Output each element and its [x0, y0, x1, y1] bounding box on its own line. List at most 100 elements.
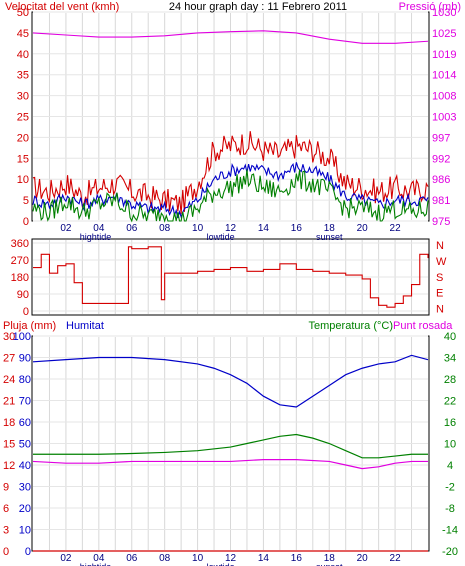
- x-tick: 12: [225, 223, 237, 234]
- y-tick-rain: 12: [3, 460, 15, 472]
- y-tick-humidity: 20: [19, 503, 31, 515]
- x-tick: 06: [126, 553, 138, 564]
- chart-title: 24 hour graph day : 11 Febrero 2011: [169, 1, 347, 13]
- y-tick-left: 15: [17, 153, 29, 165]
- annotation-hightide: hightide: [80, 562, 112, 566]
- y-tick-temperature: 4: [447, 460, 453, 472]
- x-tick: 20: [357, 223, 369, 234]
- x-tick: 04: [93, 553, 105, 564]
- x-tick: 06: [126, 223, 138, 234]
- y-tick-temperature: -2: [445, 482, 455, 494]
- y-tick-temperature: 16: [444, 417, 456, 429]
- y-tick-temperature: 10: [444, 439, 456, 451]
- annotation-sunset: sunset: [316, 232, 343, 242]
- x-tick: 14: [258, 553, 270, 564]
- y-tick-rain: 3: [3, 525, 9, 537]
- y-tick-left: 40: [17, 49, 29, 61]
- wind-min-line: [32, 169, 429, 223]
- annotation-sunset: sunset: [316, 562, 343, 566]
- y-tick-rain: 15: [3, 439, 15, 451]
- y-tick-humidity: 60: [19, 417, 31, 429]
- y-tick-left: 90: [17, 289, 29, 301]
- y-tick-rain: 27: [3, 353, 15, 365]
- x-tick: 18: [324, 223, 336, 234]
- y-tick-left: 0: [23, 216, 29, 228]
- y-axis-label-rain: Pluja (mm): [3, 320, 56, 332]
- y-tick-right: 1014: [432, 70, 456, 82]
- y-tick-temperature: 40: [444, 331, 456, 343]
- y-tick-left: 35: [17, 70, 29, 82]
- x-tick: 22: [390, 223, 402, 234]
- x-tick: 18: [324, 553, 336, 564]
- x-tick: 12: [225, 553, 237, 564]
- x-tick: 22: [390, 553, 402, 564]
- y-tick-left: 360: [11, 238, 29, 250]
- annotation-hightide: hightide: [80, 232, 112, 242]
- y-tick-left: 30: [17, 91, 29, 103]
- wind-direction-line: [33, 246, 429, 308]
- y-tick-left: 5: [23, 195, 29, 207]
- x-tick: 08: [159, 223, 171, 234]
- y-axis-label-temperature: Temperatura (°C): [309, 320, 393, 332]
- x-tick: 16: [291, 223, 303, 234]
- humidity-line: [32, 354, 429, 408]
- y-tick-rain: 9: [3, 482, 9, 494]
- y-tick-humidity: 10: [19, 525, 31, 537]
- y-tick-left: 25: [17, 112, 29, 124]
- x-tick: 14: [258, 223, 270, 234]
- x-tick: 10: [192, 223, 204, 234]
- y-tick-humidity: 100: [13, 331, 31, 343]
- y-tick-temperature: -8: [445, 503, 455, 515]
- y-tick-right: 1025: [432, 28, 456, 40]
- y-tick-right: 1030: [432, 7, 456, 19]
- y-tick-right: W: [436, 256, 447, 268]
- y-tick-right: 986: [432, 174, 450, 186]
- x-tick: 16: [291, 553, 303, 564]
- panel-direction-frame: [31, 238, 430, 316]
- x-tick: 02: [60, 223, 72, 234]
- y-tick-rain: 18: [3, 417, 15, 429]
- y-tick-right: E: [436, 288, 443, 300]
- y-tick-rain: 21: [3, 396, 15, 408]
- y-tick-right: 1019: [432, 49, 456, 61]
- annotation-lowtide: lowtide: [207, 232, 235, 242]
- pressure-line: [32, 30, 429, 44]
- annotation-lowtide: lowtide: [207, 562, 235, 566]
- y-tick-temperature: 22: [444, 396, 456, 408]
- y-tick-right: 1008: [432, 91, 456, 103]
- y-tick-left: 50: [17, 7, 29, 19]
- y-axis-label-left: Velocitat del vent (kmh): [5, 1, 119, 13]
- y-tick-rain: 6: [3, 503, 9, 515]
- y-tick-humidity: 50: [19, 439, 31, 451]
- y-tick-humidity: 90: [19, 353, 31, 365]
- y-tick-rain: 24: [3, 374, 15, 386]
- y-axis-label-humidity: Humitat: [66, 320, 104, 332]
- x-tick: 10: [192, 553, 204, 564]
- temperature-line: [33, 433, 428, 459]
- y-tick-left: 10: [17, 174, 29, 186]
- y-tick-right: 997: [432, 132, 450, 144]
- y-tick-left: 20: [17, 132, 29, 144]
- y-tick-temperature: -14: [442, 525, 458, 537]
- x-tick: 02: [60, 553, 72, 564]
- y-tick-right: S: [436, 272, 443, 284]
- y-axis-label-dewpoint: Punt rosada: [393, 320, 453, 332]
- y-tick-right: N: [436, 304, 444, 316]
- y-tick-left: 270: [11, 255, 29, 267]
- y-tick-right: 981: [432, 195, 450, 207]
- y-tick-rain: 0: [3, 546, 9, 558]
- y-tick-rain: 30: [3, 331, 15, 343]
- y-tick-right: 992: [432, 153, 450, 165]
- y-tick-temperature: 28: [444, 374, 456, 386]
- dewpoint-line: [32, 459, 428, 470]
- y-tick-left: 45: [17, 28, 29, 40]
- y-tick-temperature: 34: [444, 353, 456, 365]
- y-tick-right: 1003: [432, 112, 456, 124]
- y-tick-humidity: 40: [19, 460, 31, 472]
- x-tick: 08: [159, 553, 171, 564]
- y-tick-humidity: 80: [19, 374, 31, 386]
- x-tick: 20: [357, 553, 369, 564]
- y-tick-right: 975: [432, 216, 450, 228]
